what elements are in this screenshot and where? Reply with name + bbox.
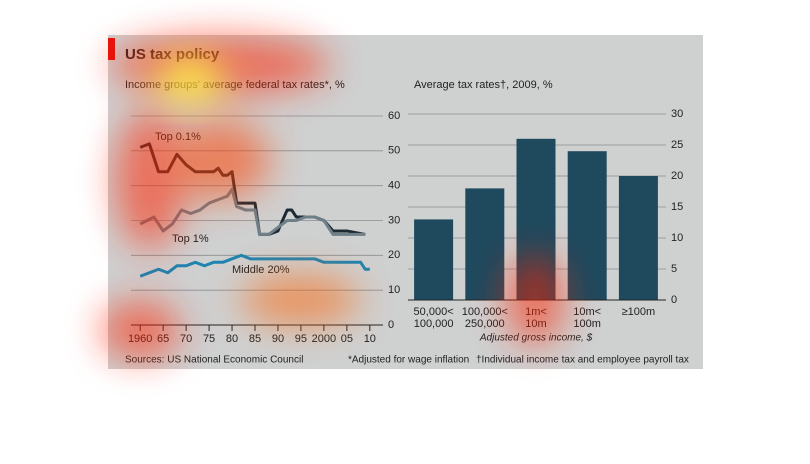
y-tick-label: 0 xyxy=(388,319,394,331)
y-tick-label: 20 xyxy=(671,170,683,182)
y-tick-label: 20 xyxy=(388,249,400,261)
series-label: Middle 20% xyxy=(232,264,290,276)
bar xyxy=(516,138,556,300)
x-tick-label: 85 xyxy=(249,333,261,345)
bar xyxy=(414,219,454,300)
x-tick-label: 90 xyxy=(272,333,284,345)
x-tick-label: 1960 xyxy=(128,333,152,345)
y-tick-label: 10 xyxy=(671,232,683,244)
x-tick-label: 10 xyxy=(364,333,376,345)
y-tick-label: 30 xyxy=(388,214,400,226)
x-tick-label: 70 xyxy=(180,333,192,345)
x-tick-label: 10m xyxy=(525,318,546,330)
footnote: *Adjusted for wage inflation xyxy=(348,355,469,366)
left-chart-title: Income groups' average federal tax rates… xyxy=(125,79,345,91)
y-tick-label: 50 xyxy=(388,145,400,157)
y-tick-label: 40 xyxy=(388,180,400,192)
bar xyxy=(618,176,658,300)
series-label: Top 1% xyxy=(172,233,209,245)
y-tick-label: 60 xyxy=(388,110,400,122)
source: Sources: US National Economic Council xyxy=(125,355,303,366)
x-tick-label: 100,000< xyxy=(462,306,508,318)
right-chart-title: Average tax rates†, 2009, % xyxy=(414,79,553,91)
y-tick-label: 25 xyxy=(671,139,683,151)
x-tick-label: 10m< xyxy=(573,306,601,318)
x-tick-label: 100m xyxy=(573,318,601,330)
x-tick-label: 65 xyxy=(157,333,169,345)
x-tick-label: ≥100m xyxy=(622,306,656,318)
bar xyxy=(567,151,607,300)
x-tick-label: 250,000 xyxy=(465,318,505,330)
y-tick-label: 30 xyxy=(671,108,683,120)
x-tick-label: 80 xyxy=(226,333,238,345)
series-line xyxy=(139,253,370,278)
series-label: Top 0.1% xyxy=(155,131,201,143)
bar xyxy=(465,188,505,300)
x-tick-label: 50,000< xyxy=(414,306,454,318)
y-tick-label: 10 xyxy=(388,284,400,296)
y-tick-label: 0 xyxy=(671,294,677,306)
page-title: US tax policy xyxy=(125,46,220,63)
footnote: †Individual income tax and employee payr… xyxy=(476,355,689,366)
y-tick-label: 5 xyxy=(671,263,677,275)
x-tick-label: 100,000 xyxy=(414,318,454,330)
x-tick-label: 95 xyxy=(295,333,307,345)
x-tick-label: 1m< xyxy=(525,306,547,318)
x-axis-title: Adjusted gross income, $ xyxy=(479,333,593,344)
x-tick-label: 75 xyxy=(203,333,215,345)
accent-bar xyxy=(108,38,115,60)
x-tick-label: 2000 xyxy=(312,333,336,345)
x-tick-label: 05 xyxy=(341,333,353,345)
y-tick-label: 15 xyxy=(671,201,683,213)
